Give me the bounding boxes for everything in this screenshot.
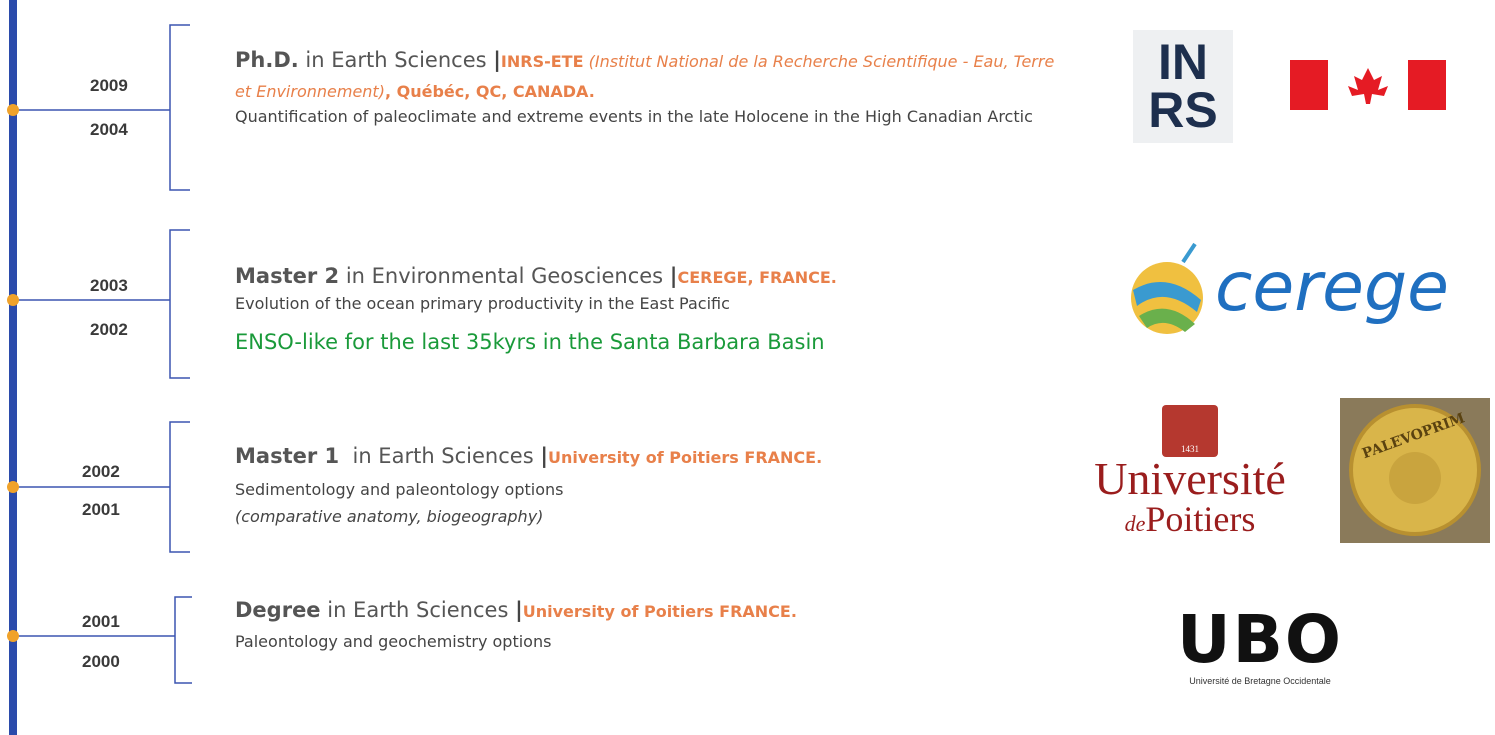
- logo-text: 1431: [1162, 405, 1218, 457]
- year: 2002: [82, 462, 120, 482]
- page: 2009 2004 2003 2002 2002 2001 2001 2000 …: [0, 0, 1495, 735]
- institution-location: , Québéc, QC, CANADA.: [385, 82, 595, 101]
- description: Paleontology and geochemistry options: [235, 632, 551, 651]
- year: 2009: [90, 76, 128, 96]
- year: 2001: [82, 612, 120, 632]
- logo-text: Université: [1085, 457, 1295, 501]
- year: 2002: [90, 320, 128, 340]
- logo-text: de: [1125, 511, 1146, 536]
- poitiers-logo: 1431 Université dePoitiers: [1085, 405, 1295, 542]
- field: in Earth Sciences: [339, 444, 540, 468]
- institution: University of Poitiers FRANCE.: [523, 602, 797, 621]
- logo-text: RS: [1133, 86, 1233, 134]
- logo-text: Poitiers: [1145, 499, 1255, 539]
- ubo-logo: UBO Université de Bretagne Occidentale: [1150, 604, 1370, 686]
- year: 2000: [82, 652, 120, 672]
- institution: CEREGE, FRANCE.: [677, 268, 836, 287]
- degree: Master 1: [235, 444, 339, 468]
- field: in Environmental Geosciences: [339, 264, 670, 288]
- separator: |: [515, 598, 523, 622]
- description: Sedimentology and paleontology options: [235, 476, 1055, 503]
- description: Quantification of paleoclimate and extre…: [235, 103, 1055, 130]
- year: 2003: [90, 276, 128, 296]
- year: 2001: [82, 500, 120, 520]
- entry-heading: Degree in Earth Sciences |University of …: [235, 596, 835, 655]
- logo-text: IN: [1133, 38, 1233, 86]
- separator: |: [493, 48, 501, 72]
- description: (comparative anatomy, biogeography): [235, 503, 1055, 530]
- field: in Earth Sciences: [299, 48, 494, 72]
- institution: University of Poitiers FRANCE.: [548, 448, 822, 467]
- degree: Master 2: [235, 264, 339, 288]
- field: in Earth Sciences: [321, 598, 516, 622]
- description: Evolution of the ocean primary productiv…: [235, 290, 1055, 317]
- note: ENSO-like for the last 35kyrs in the San…: [235, 330, 825, 354]
- year: 2004: [90, 120, 128, 140]
- cerege-globe: [1125, 240, 1215, 345]
- degree: Ph.D.: [235, 48, 299, 72]
- cerege-logo: cerege: [1215, 248, 1449, 327]
- palevoprim-logo: PALEVOPRIM: [1340, 398, 1490, 543]
- canada-flag: [1290, 60, 1446, 110]
- degree: Degree: [235, 598, 321, 622]
- logo-text: UBO: [1150, 604, 1370, 676]
- entry-heading: Master 2 in Environmental Geosciences |C…: [235, 262, 1055, 292]
- entry-heading: Ph.D. in Earth Sciences |INRS-ETE (Insti…: [235, 46, 1055, 106]
- entry-heading: Master 1 in Earth Sciences |University o…: [235, 442, 1055, 472]
- institution: INRS-ETE: [501, 52, 584, 71]
- separator: |: [540, 444, 548, 468]
